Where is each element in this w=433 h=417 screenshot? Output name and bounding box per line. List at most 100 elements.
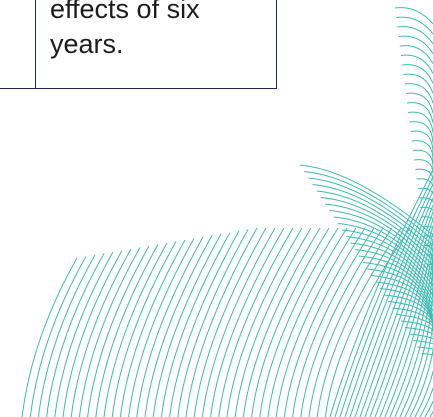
arc-line-middle [421,353,433,383]
table-right-border [276,0,277,89]
arc-line-cross [354,204,433,417]
arc-line-lower [193,227,267,417]
arc-line-lower [54,251,114,417]
arc-line-upper [406,102,433,124]
arc-line-lower [136,236,204,417]
arc-line-cross [349,197,433,417]
arc-line-middle [337,223,433,282]
table-bottom-border [0,88,277,89]
arc-line-lower [275,227,357,417]
arc-line-cross [334,176,433,417]
arc-line-cross [329,169,433,417]
arc-line-lower [234,227,312,417]
arc-line-lower [144,235,213,417]
arc-line-upper [400,54,433,74]
arc-line-cross [344,190,433,417]
arc-line-middle [304,171,433,241]
arc-line-lower [21,257,78,417]
arc-line-upper [416,178,433,203]
arc-line-lower [169,230,240,417]
arc-line-middle [346,236,433,292]
arc-line-cross [424,303,433,417]
arc-line-lower [87,245,150,417]
arc-line-cross [414,289,433,417]
arc-line-middle [367,268,433,317]
arc-line-upper [402,64,433,84]
arc-line-middle [316,190,433,256]
arc-line-lower [46,253,105,417]
arc-line-upper [396,16,433,35]
arc-line-upper [408,111,433,133]
arc-line-cross [409,282,433,417]
arc-line-middle [358,255,433,307]
arc-line-lower [160,232,231,417]
arc-line-upper [403,73,433,94]
arc-line-lower [62,250,123,417]
arc-line-lower [259,227,339,417]
arc-line-lower [95,244,159,417]
arc-line-upper [397,26,433,45]
arc-line-lower [177,229,249,417]
arc-line-middle [350,242,433,297]
arc-line-lower [210,227,285,417]
arc-line-cross [364,218,433,417]
arc-line-lower [70,248,132,417]
arc-line-lower [242,227,321,417]
arc-line-middle [333,216,433,277]
arc-line-lower [152,233,222,417]
arc-line-cross [339,183,433,417]
arc-line-upper [427,263,433,292]
arc-line-cross [404,275,433,417]
arc-line-upper [420,206,433,232]
arc-line-lower [78,247,141,417]
arc-line-cross [379,239,433,417]
arc-line-middle [400,320,433,358]
column-divider [35,0,36,89]
arc-line-lower [308,227,393,417]
arc-line-lower [267,227,348,417]
arc-line-cross [384,246,433,417]
arc-line-upper [398,35,433,54]
arc-line-lower [185,227,258,417]
arc-line-lower [292,227,375,417]
arc-line-middle [312,184,433,251]
arc-line-lower [128,238,195,417]
arc-line-lower [29,256,87,417]
arc-line-lower [283,227,366,417]
table-fragment: effects of six years. [0,0,277,89]
arc-line-upper [412,149,433,173]
arc-line-cross [419,296,433,417]
arc-line-cross [394,260,433,417]
arc-line-lower [119,239,186,417]
arc-line-upper [414,159,433,183]
arc-line-middle [308,177,433,246]
arc-line-upper [411,140,433,163]
arc-line-lower [226,227,303,417]
arc-line-lower [37,254,96,417]
arc-line-upper [394,7,433,25]
arc-line-upper [405,92,433,114]
arc-line-lower [111,241,177,417]
arc-line-middle [383,294,433,337]
arc-line-cross [369,225,433,417]
arc-line-middle [413,340,433,373]
arc-line-middle [404,327,433,363]
arc-line-middle [417,346,433,378]
arc-line-upper [404,83,433,104]
arc-line-upper [399,45,433,64]
arc-line-lower [103,242,168,417]
arc-line-cross [359,211,433,417]
arc-line-lower [201,227,276,417]
arc-line-lower [218,227,294,417]
arc-line-lower [316,227,402,417]
table-cell-text: effects of six years. [50,0,200,59]
arc-line-upper [410,130,433,153]
arc-line-lower [300,227,384,417]
arc-line-cross [389,253,433,417]
arc-line-upper [422,225,433,252]
arc-line-lower [251,227,330,417]
arc-line-lower [324,227,411,417]
arc-line-middle [362,262,433,312]
